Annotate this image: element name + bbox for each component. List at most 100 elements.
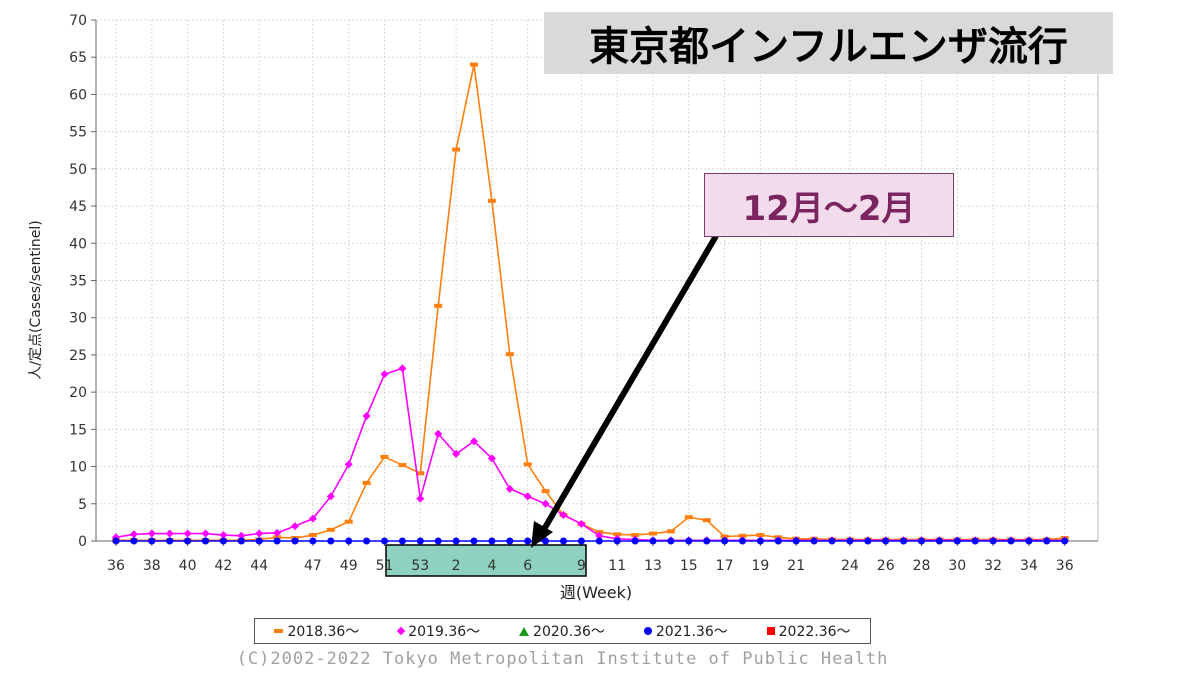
data-point — [756, 533, 765, 538]
data-point — [129, 530, 138, 539]
y-tick-label: 5 — [78, 497, 87, 513]
data-point — [291, 537, 299, 545]
legend-label-2020: 2020.36～ — [533, 624, 605, 640]
x-tick-label: 32 — [984, 558, 1002, 574]
y-axis-label: 人/定点(Cases/sentinel) — [28, 220, 44, 379]
data-point — [684, 515, 693, 520]
data-point — [900, 537, 908, 545]
arrow-head — [531, 521, 553, 548]
y-tick-label: 0 — [78, 534, 87, 550]
data-point — [219, 531, 228, 540]
data-point — [971, 537, 979, 545]
data-point — [416, 537, 424, 545]
data-point — [560, 537, 567, 545]
y-tick-label: 20 — [69, 385, 87, 401]
y-tick-label: 70 — [69, 13, 87, 29]
data-point — [398, 463, 407, 468]
x-tick-label: 19 — [751, 558, 769, 574]
y-tick-label: 55 — [69, 125, 87, 141]
data-point — [202, 537, 209, 545]
data-point — [1007, 537, 1015, 545]
chart-series — [112, 62, 1069, 545]
x-tick-label: 30 — [948, 558, 966, 574]
data-point — [166, 537, 174, 545]
data-point — [524, 537, 532, 545]
x-tick-label: 15 — [680, 558, 698, 574]
data-point — [613, 532, 622, 537]
data-point — [327, 537, 335, 545]
data-point — [201, 529, 210, 538]
data-point — [828, 537, 836, 545]
data-point — [649, 531, 657, 536]
y-tick-label: 60 — [69, 87, 87, 103]
x-tick-label: 36 — [1056, 558, 1074, 574]
data-point — [309, 537, 317, 545]
data-point — [918, 537, 925, 545]
data-point — [595, 537, 603, 545]
data-point — [559, 510, 568, 519]
data-point — [703, 537, 711, 545]
x-tick-label: 28 — [913, 558, 931, 574]
data-point — [219, 537, 227, 545]
data-point — [738, 533, 747, 538]
x-tick-label: 36 — [107, 558, 125, 574]
data-point — [631, 537, 639, 545]
data-point — [398, 537, 406, 545]
data-point — [380, 370, 389, 379]
chart-grid — [96, 19, 1098, 542]
data-point — [237, 531, 246, 540]
data-point — [255, 537, 263, 545]
data-point — [255, 529, 264, 538]
data-point — [452, 537, 460, 545]
data-point — [130, 537, 138, 545]
data-point — [344, 460, 353, 469]
x-tick-label: 53 — [411, 558, 429, 574]
data-point — [487, 198, 496, 203]
data-point — [381, 537, 388, 545]
data-point — [810, 537, 818, 545]
data-point — [470, 437, 478, 446]
x-tick-label: 34 — [1020, 558, 1038, 574]
data-point — [344, 519, 353, 524]
chart-title: 東京都インフルエンザ流行 — [544, 12, 1113, 74]
x-tick-label: 9 — [577, 558, 586, 574]
data-point — [756, 537, 764, 545]
data-point — [953, 537, 961, 545]
y-tick-label: 35 — [69, 274, 87, 290]
data-point — [846, 537, 854, 545]
data-point — [308, 533, 317, 538]
highlight-weeks — [385, 544, 587, 577]
x-tick-label: 4 — [487, 558, 496, 574]
data-point — [184, 537, 192, 545]
y-tick-label: 15 — [69, 422, 87, 438]
data-point — [112, 537, 120, 545]
data-point — [864, 537, 872, 545]
legend: 2018.36～ 2019.36～ 2020.36～ 2021.36～ 2022… — [254, 618, 871, 644]
data-point — [523, 462, 532, 467]
x-tick-label: 17 — [716, 558, 734, 574]
data-point — [273, 528, 282, 537]
x-tick-label: 2 — [452, 558, 461, 574]
data-point — [434, 429, 443, 438]
data-point — [613, 537, 621, 545]
data-point — [774, 537, 782, 545]
data-point — [326, 527, 335, 532]
y-tick-label: 40 — [69, 236, 87, 252]
legend-item-2021: 2021.36～ — [643, 621, 728, 641]
data-point — [541, 489, 550, 494]
callout-arrow — [531, 234, 719, 548]
legend-item-2018: 2018.36～ — [274, 621, 359, 641]
x-tick-label: 40 — [179, 558, 197, 574]
x-tick-label: 49 — [340, 558, 358, 574]
data-point — [666, 529, 675, 534]
x-tick-label: 51 — [376, 558, 394, 574]
x-tick-label: 44 — [250, 558, 268, 574]
data-point — [505, 484, 514, 493]
legend-marker-2018 — [274, 629, 284, 633]
period-callout: 12月～2月 — [704, 173, 954, 237]
data-point — [505, 352, 514, 357]
data-point — [291, 522, 299, 531]
x-tick-label: 42 — [214, 558, 232, 574]
legend-item-2019: 2019.36～ — [396, 621, 480, 641]
